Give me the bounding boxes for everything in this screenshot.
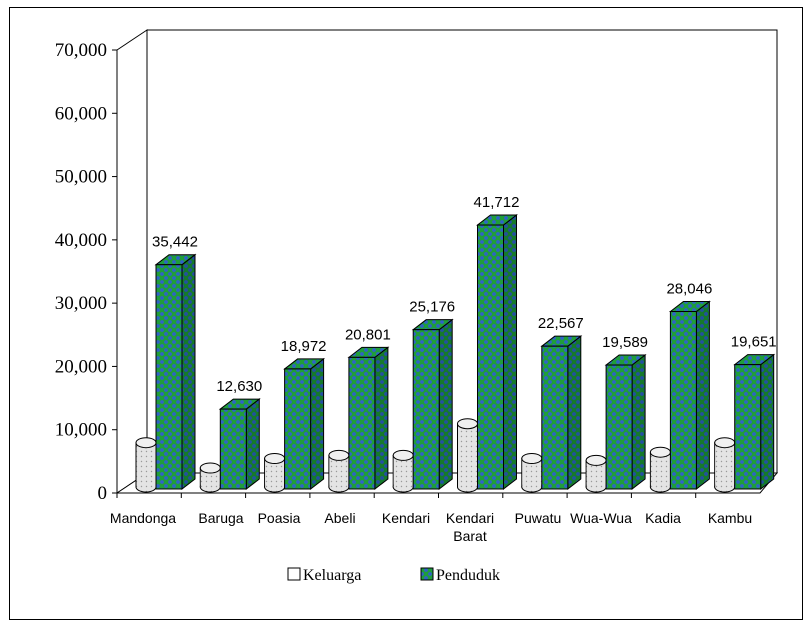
y-axis-ticks: 0 10,000 20,000 30,000 40,000 50,000 60,000 70,… bbox=[55, 40, 117, 504]
side-wall bbox=[116, 29, 148, 494]
keluarga-bar bbox=[199, 462, 221, 493]
keluarga-bar bbox=[457, 418, 478, 493]
penduduk-data-label: 19,651 bbox=[731, 334, 777, 351]
x-tick-label: Puwatu bbox=[515, 510, 562, 526]
bars: 35,442 12,630 18,972 20,801 25,176 41,712 22,5… bbox=[135, 194, 777, 493]
penduduk-data-label: 28,046 bbox=[666, 281, 712, 298]
keluarga-bar-top bbox=[264, 453, 286, 465]
x-tick-label: Poasia bbox=[258, 510, 301, 526]
keluarga-bar-fill bbox=[715, 442, 735, 487]
x-tick-label: Kendari Barat bbox=[446, 510, 494, 544]
keluarga-bar-top bbox=[199, 462, 221, 474]
penduduk-bar-side bbox=[438, 318, 453, 491]
penduduk-bar bbox=[283, 357, 326, 491]
penduduk-bar-front bbox=[669, 311, 697, 490]
penduduk-bar-front bbox=[734, 364, 762, 490]
y-tick-label: 40,000 bbox=[55, 230, 107, 251]
penduduk-bar bbox=[476, 214, 518, 491]
keluarga-bar-top bbox=[392, 449, 414, 461]
legend-swatch bbox=[287, 567, 301, 581]
legend-label: Keluarga bbox=[303, 567, 361, 584]
keluarga-bar bbox=[392, 449, 414, 493]
legend-label: Penduduk bbox=[436, 567, 500, 584]
penduduk-data-label: 20,801 bbox=[345, 326, 391, 343]
keluarga-bar-top bbox=[585, 454, 607, 466]
penduduk-data-label: 35,442 bbox=[152, 234, 198, 251]
x-axis-labels: Mandonga Baruga Poasia Abeli Kendari Kendari B… bbox=[110, 510, 752, 544]
penduduk-bar-side bbox=[245, 398, 260, 491]
x-tick-label: Kadia bbox=[645, 510, 681, 526]
penduduk-bar bbox=[218, 398, 261, 491]
y-tick-label: 30,000 bbox=[55, 293, 107, 314]
penduduk-bar-side bbox=[181, 253, 196, 491]
keluarga-bar-top bbox=[457, 418, 478, 430]
keluarga-bar-top bbox=[135, 437, 157, 449]
keluarga-bar-top bbox=[521, 453, 543, 465]
penduduk-bar bbox=[411, 318, 454, 491]
penduduk-data-label: 19,589 bbox=[602, 334, 648, 351]
keluarga-bar-fill bbox=[458, 423, 477, 487]
penduduk-bar bbox=[540, 335, 583, 491]
penduduk-bar bbox=[347, 346, 390, 491]
y-tick-label: 60,000 bbox=[55, 103, 107, 124]
penduduk-data-label: 18,972 bbox=[281, 338, 327, 355]
penduduk-data-label: 22,567 bbox=[538, 315, 584, 332]
keluarga-bar-fill bbox=[650, 452, 670, 487]
x-tick-label: Baruga bbox=[198, 510, 243, 526]
legend: Keluarga Penduduk bbox=[287, 567, 500, 584]
keluarga-bar bbox=[135, 437, 157, 493]
penduduk-bar bbox=[733, 353, 776, 491]
x-tick-label: Kambu bbox=[708, 510, 752, 526]
keluarga-bar bbox=[521, 453, 543, 493]
keluarga-bar-fill bbox=[136, 442, 156, 487]
y-tick-label: 70,000 bbox=[55, 40, 107, 61]
keluarga-bar-fill bbox=[393, 455, 413, 487]
legend-swatch bbox=[420, 567, 434, 581]
keluarga-bar bbox=[264, 453, 286, 493]
keluarga-bar-top bbox=[649, 446, 671, 458]
penduduk-bar-side bbox=[310, 357, 325, 491]
penduduk-data-label: 12,630 bbox=[216, 378, 262, 395]
keluarga-bar-fill bbox=[586, 460, 606, 487]
penduduk-bar-side bbox=[695, 300, 710, 491]
keluarga-bar bbox=[714, 437, 736, 493]
x-tick-label: Kendari bbox=[382, 510, 430, 526]
penduduk-bar-side bbox=[503, 214, 517, 491]
legend-item: Penduduk bbox=[420, 567, 500, 584]
keluarga-bar-top bbox=[328, 449, 350, 461]
penduduk-bar-front bbox=[541, 345, 569, 490]
penduduk-bar-front bbox=[284, 368, 312, 490]
x-tick-label: Abeli bbox=[324, 510, 355, 526]
penduduk-bar bbox=[668, 300, 711, 491]
penduduk-data-label: 41,712 bbox=[474, 194, 520, 211]
penduduk-bar-side bbox=[567, 335, 582, 491]
penduduk-bar bbox=[604, 354, 647, 491]
y-tick-label: 50,000 bbox=[55, 167, 107, 188]
penduduk-bar-front bbox=[219, 408, 247, 490]
legend-item: Keluarga bbox=[287, 567, 361, 584]
penduduk-bar-front bbox=[348, 356, 376, 490]
penduduk-data-label: 25,176 bbox=[409, 299, 455, 316]
penduduk-bar-front bbox=[477, 224, 504, 490]
keluarga-bar bbox=[328, 449, 350, 493]
keluarga-bar-fill bbox=[522, 458, 542, 487]
y-tick-label: 20,000 bbox=[55, 356, 107, 377]
y-tick-label: 10,000 bbox=[55, 420, 107, 441]
keluarga-bar-fill bbox=[265, 458, 285, 487]
penduduk-bar-side bbox=[760, 353, 775, 491]
penduduk-bar-front bbox=[412, 329, 440, 490]
keluarga-bar bbox=[649, 446, 671, 493]
keluarga-bar bbox=[585, 454, 607, 493]
penduduk-bar bbox=[154, 253, 197, 491]
penduduk-bar-front bbox=[605, 364, 633, 490]
x-tick-label: Wua-Wua bbox=[570, 510, 632, 526]
y-tick-label: 0 bbox=[98, 483, 108, 504]
penduduk-bar-side bbox=[374, 346, 389, 491]
keluarga-bar-top bbox=[714, 437, 736, 449]
x-tick-label: Mandonga bbox=[110, 510, 176, 526]
penduduk-bar-side bbox=[631, 354, 646, 491]
penduduk-bar-front bbox=[155, 264, 183, 490]
keluarga-bar-fill bbox=[329, 455, 349, 487]
